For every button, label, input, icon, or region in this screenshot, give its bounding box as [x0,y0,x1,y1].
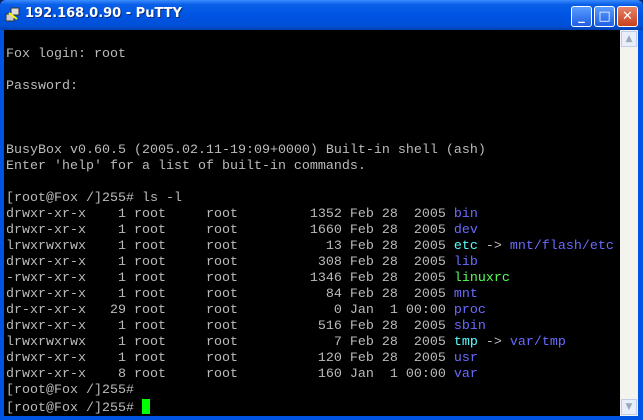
terminal-text: drwxr-xr-x 1 root root 120 Feb 28 2005 [6,351,454,366]
terminal-line: drwxr-xr-x 1 root root 1352 Feb 28 2005 … [6,207,614,223]
terminal-line [6,95,614,111]
terminal-line: -rwxr-xr-x 1 root root 1346 Feb 28 2005 … [6,271,614,287]
terminal-line: [root@Fox /]255# [6,399,614,416]
window-title: 192.168.0.90 - PuTTY [25,6,182,21]
terminal[interactable]: Fox login: root Password: BusyBox v0.60.5 … [4,30,620,416]
terminal-line: lrwxrwxrwx 1 root root 7 Feb 28 2005 tmp… [6,335,614,351]
file-name-dir: var/tmp [509,335,566,350]
terminal-text: drwxr-xr-x 1 root root 1660 Feb 28 2005 [6,223,454,238]
file-name-dir: var [453,367,478,382]
file-name-dir: usr [453,351,478,366]
terminal-line [6,175,614,191]
terminal-text: dr-xr-xr-x 29 root root 0 Jan 1 00:00 [6,303,454,318]
terminal-text: Enter 'help' for a list of built-in comm… [6,159,366,174]
terminal-line: drwxr-xr-x 1 root root 308 Feb 28 2005 l… [6,255,614,271]
terminal-line: drwxr-xr-x 1 root root 1660 Feb 28 2005 … [6,223,614,239]
file-name-link: etc [453,239,478,254]
terminal-line: drwxr-xr-x 1 root root 120 Feb 28 2005 u… [6,351,614,367]
scroll-down-button[interactable]: ▼ [621,399,637,415]
scroll-up-button[interactable]: ▲ [621,31,637,47]
terminal-text: [root@Fox /]255# ls -l [6,191,182,206]
scrollbar[interactable]: ▲ ▼ [620,30,638,416]
file-name-link: tmp [453,335,478,350]
file-name-dir: dev [453,223,478,238]
terminal-text: drwxr-xr-x 1 root root 84 Feb 28 2005 [6,287,454,302]
file-name-exec: linuxrc [453,271,510,286]
terminal-line [6,63,614,79]
file-name-dir: lib [453,255,478,270]
terminal-line [6,31,614,47]
terminal-text: -rwxr-xr-x 1 root root 1346 Feb 28 2005 [6,271,454,286]
terminal-cursor [141,399,150,414]
terminal-text: Password: [6,79,78,94]
terminal-text: drwxr-xr-x 8 root root 160 Jan 1 00:00 [6,367,454,382]
terminal-text: drwxr-xr-x 1 root root 308 Feb 28 2005 [6,255,454,270]
terminal-line [6,111,614,127]
terminal-line: BusyBox v0.60.5 (2005.02.11-19:09+0000) … [6,143,614,159]
terminal-text: BusyBox v0.60.5 (2005.02.11-19:09+0000) … [6,143,486,158]
terminal-text: [root@Fox /]255# [6,401,142,416]
terminal-line: dr-xr-xr-x 29 root root 0 Jan 1 00:00 pr… [6,303,614,319]
terminal-text: drwxr-xr-x 1 root root 516 Feb 28 2005 [6,319,454,334]
terminal-text: lrwxrwxrwx 1 root root 7 Feb 28 2005 [6,335,454,350]
terminal-text: [root@Fox /]255# [6,383,134,398]
terminal-text: -> [477,239,510,254]
terminal-line: Fox login: root [6,47,614,63]
terminal-text: lrwxrwxrwx 1 root root 13 Feb 28 2005 [6,239,454,254]
terminal-text: drwxr-xr-x 1 root root 1352 Feb 28 2005 [6,207,454,222]
file-name-dir: mnt/flash/etc [509,239,614,254]
minimize-button[interactable]: _ [571,6,592,27]
terminal-text: -> [477,335,510,350]
terminal-line: drwxr-xr-x 1 root root 516 Feb 28 2005 s… [6,319,614,335]
terminal-line: drwxr-xr-x 8 root root 160 Jan 1 00:00 v… [6,367,614,383]
terminal-line: drwxr-xr-x 1 root root 84 Feb 28 2005 mn… [6,287,614,303]
file-name-dir: mnt [453,287,478,302]
close-button[interactable]: ✕ [617,6,638,27]
terminal-text: Fox login: root [6,47,126,62]
terminal-line [6,127,614,143]
title-bar[interactable]: 192.168.0.90 - PuTTY _ □ ✕ [0,0,643,30]
file-name-dir: proc [453,303,486,318]
putty-icon [5,7,20,22]
terminal-line: Password: [6,79,614,95]
terminal-output: Fox login: root Password: BusyBox v0.60.5 … [6,31,614,416]
terminal-line: lrwxrwxrwx 1 root root 13 Feb 28 2005 et… [6,239,614,255]
file-name-dir: sbin [453,319,486,334]
file-name-dir: bin [453,207,478,222]
maximize-button[interactable]: □ [594,6,615,27]
terminal-line: [root@Fox /]255# ls -l [6,191,614,207]
terminal-line: Enter 'help' for a list of built-in comm… [6,159,614,175]
terminal-line: [root@Fox /]255# [6,383,614,399]
